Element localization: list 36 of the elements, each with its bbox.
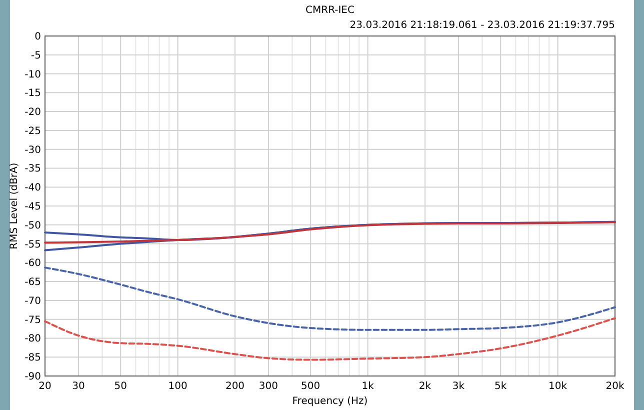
y-tick-label: -25: [24, 126, 41, 137]
x-tick-label: 3k: [452, 381, 465, 392]
y-tick-label: -65: [24, 277, 41, 288]
y-tick-label: -5: [31, 50, 41, 62]
x-tick-label: 100: [168, 381, 188, 392]
x-tick-label: 1k: [362, 381, 374, 392]
y-tick-label: -60: [24, 258, 41, 270]
x-tick-label: 200: [225, 381, 245, 392]
y-tick-label: -40: [24, 182, 41, 194]
y-tick-label: -70: [24, 296, 41, 307]
x-axis-title: Frequency (Hz): [292, 396, 368, 407]
x-tick-label: 30: [72, 381, 85, 392]
x-tick-label: 50: [114, 381, 127, 392]
x-tick-label: 10k: [548, 381, 568, 392]
y-tick-label: -35: [24, 164, 41, 175]
y-tick-label: -15: [24, 88, 41, 100]
x-tick-label: 300: [258, 381, 278, 392]
chart-subtitle: 23.03.2016 21:18:19.061 - 23.03.2016 21:19:37.795: [350, 20, 615, 31]
y-tick-label: -75: [24, 314, 41, 326]
y-tick-label: -20: [24, 107, 41, 118]
chart-title: CMRR-IEC: [306, 5, 354, 16]
y-tick-label: -90: [24, 372, 41, 382]
y-tick-label: -85: [24, 352, 41, 364]
x-tick-label: 5k: [494, 381, 507, 392]
y-tick-label: -45: [24, 202, 41, 212]
y-tick-label: -10: [24, 69, 41, 80]
x-tick-label: 2k: [418, 381, 432, 392]
y-tick-label: -80: [24, 334, 41, 345]
x-tick-label: 20: [38, 381, 52, 392]
y-tick-label: -55: [24, 239, 41, 250]
x-tick-label: 20k: [606, 381, 624, 392]
y-tick-label: -50: [24, 220, 41, 232]
y-axis-title: RMS Level (dBrA): [9, 162, 20, 250]
x-tick-label: 500: [301, 381, 320, 392]
y-tick-label: -30: [24, 144, 41, 156]
y-tick-label: 0: [34, 32, 41, 42]
